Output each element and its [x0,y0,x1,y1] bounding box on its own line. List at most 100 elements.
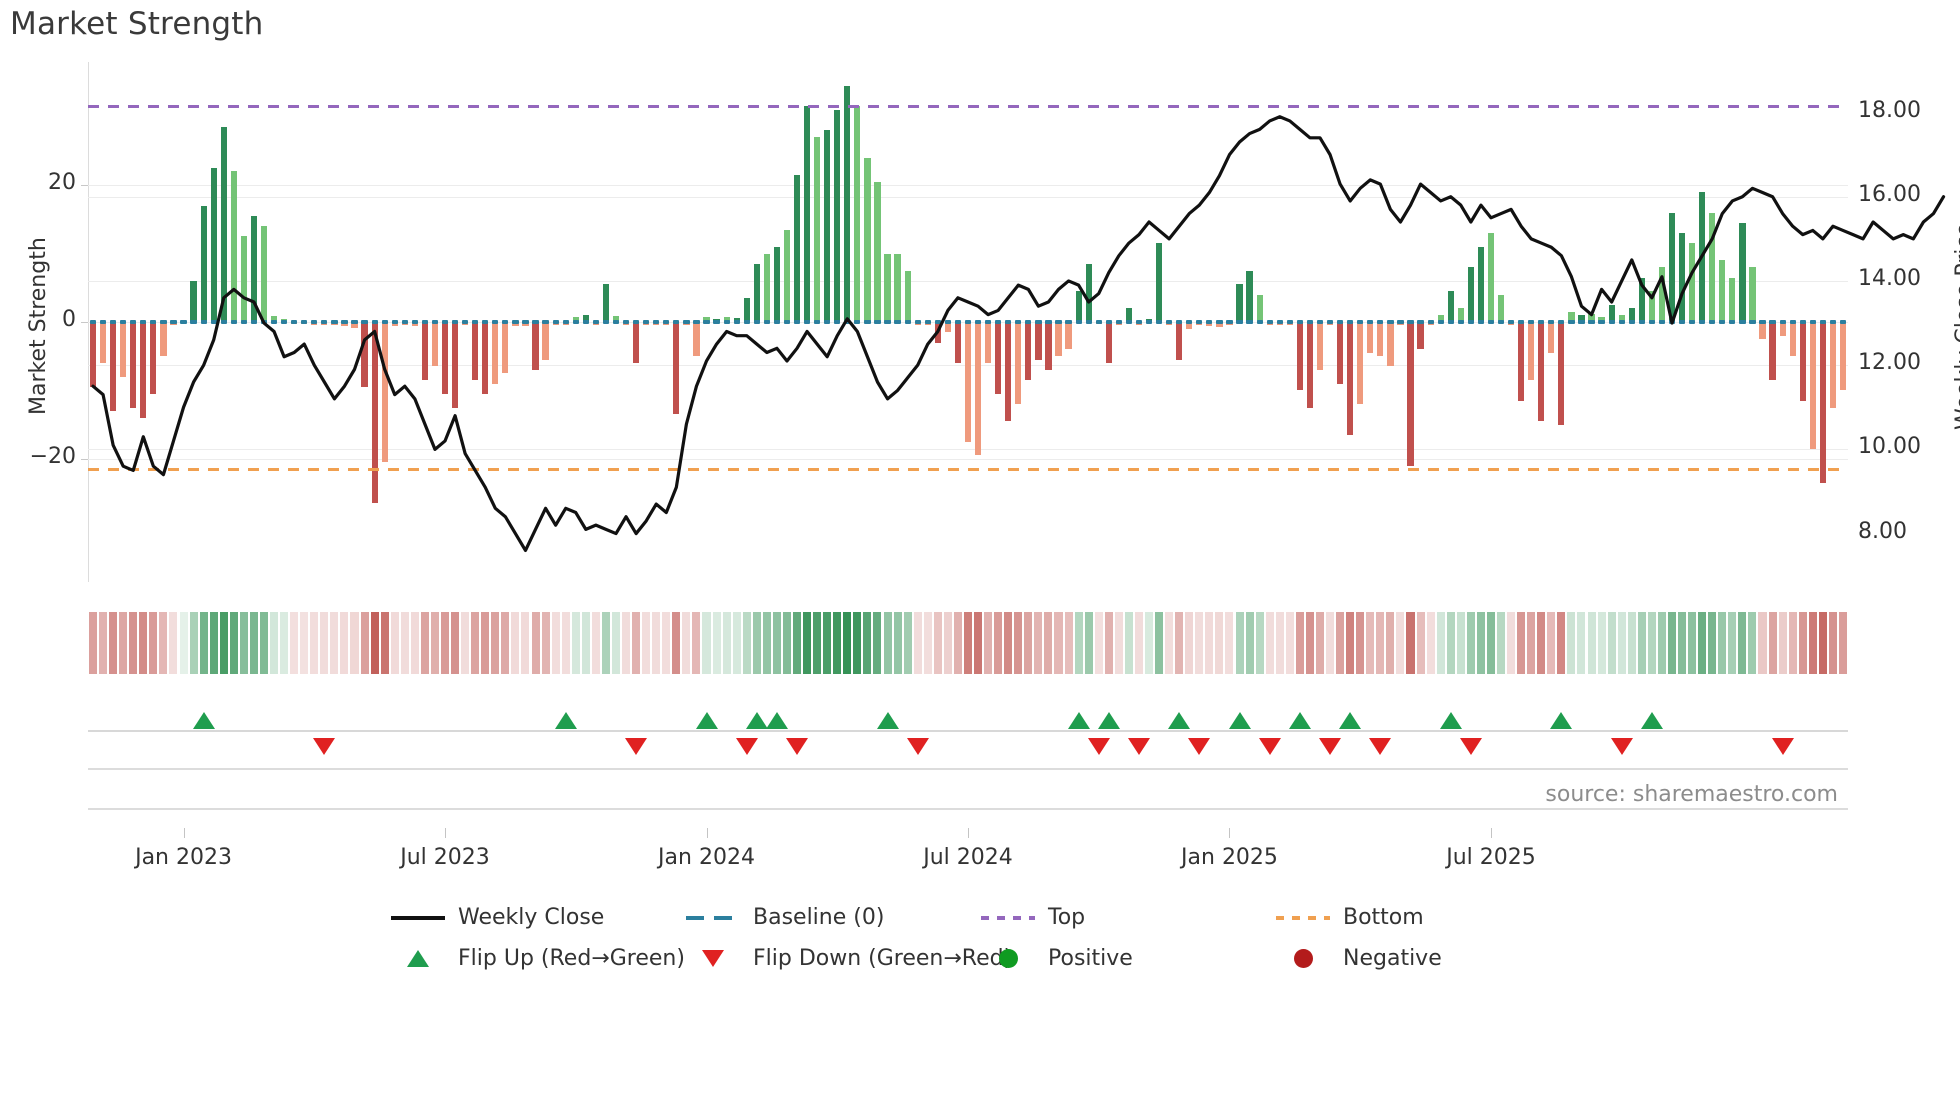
flip-up-marker [745,712,768,729]
baseline-dash [1839,320,1847,324]
strength-bar [1598,316,1605,322]
strength-bar [1678,233,1686,322]
baseline-dash [1336,320,1344,324]
heatmap-cell [1235,612,1244,674]
strength-bar [1155,243,1163,322]
strength-bar [1045,322,1052,370]
strength-bar [441,322,449,394]
baseline-dash [1266,320,1273,324]
strength-bar [99,322,107,364]
heatmap-cell [702,612,711,674]
flip-down-marker [1188,738,1211,755]
heatmap-cell [1004,612,1013,674]
strength-bar [1538,322,1545,422]
strength-bar [582,315,589,322]
strength-bar [1829,322,1837,408]
heatmap-cell [521,612,530,674]
strength-bar [572,317,579,322]
baseline-dash [371,320,378,324]
legend-row-2: Flip Up (Red→Green) Flip Down (Green→Red)… [0,946,1960,971]
strength-bar [482,322,489,394]
legend-item[interactable]: Negative [1275,946,1570,971]
heatmap-cell [813,612,822,674]
strength-bar [1316,322,1324,370]
heatmap-cell [531,612,540,674]
baseline-dash [441,320,449,324]
baseline-dash [542,320,549,324]
heatmap-cell [692,612,701,674]
baseline-dash [602,320,610,324]
weekly-close-line [91,115,1946,553]
strength-bar [964,322,972,442]
baseline-dash [492,320,499,324]
baseline-dash [1548,320,1555,324]
legend-item[interactable]: Top [980,905,1275,930]
baseline-dash [381,320,388,324]
baseline-dash [230,320,237,324]
baseline-dash [1206,320,1213,324]
strength-bar [1377,322,1384,357]
baseline-dash [1497,320,1505,324]
baseline-dash [924,320,931,324]
heatmap-cell [873,612,882,674]
heatmap-cell [441,612,450,674]
heatmap-cell [1617,612,1626,674]
legend-item[interactable]: Baseline (0) [685,905,980,930]
heatmap-cell [1315,612,1324,674]
legend-item[interactable]: Positive [980,946,1275,971]
source-note: source: sharemaestro.com [1545,782,1838,807]
legend-item[interactable]: Bottom [1275,905,1570,930]
strength-bar [431,322,439,367]
heatmap-cell [1215,612,1224,674]
heatmap-cell [360,612,369,674]
strength-bar [1588,313,1595,322]
heatmap-cell [1577,612,1586,674]
gridline-right [88,196,1848,198]
baseline-dash [482,320,489,324]
baseline-dash [1528,320,1535,324]
heatmap-cell [642,612,651,674]
legend-item-label: Negative [1343,946,1442,971]
strength-bar [1005,322,1012,422]
baseline-dash [944,320,951,324]
flip-up-marker [1097,712,1120,729]
flip-down-marker [1610,738,1633,755]
heatmap-cell [219,612,228,674]
legend-item[interactable]: Flip Up (Red→Green) [390,946,685,971]
legend-item[interactable]: Flip Down (Green→Red) [685,946,1012,971]
strength-bar [904,270,911,322]
strength-bar [763,253,770,322]
baseline-dash [1578,320,1585,324]
heatmap-cell [1285,612,1294,674]
x-axis-tickmark [183,828,185,838]
heatmap-cell [1024,612,1033,674]
heatmap-cell [843,612,852,674]
baseline-dash [361,320,368,324]
flip-up-marker [192,712,215,729]
heatmap-cell [1124,612,1133,674]
right-axis-tick: 18.00 [1858,97,1921,123]
heatmap-cell [119,612,128,674]
heatmap-cell [420,612,429,674]
strength-bar [1819,322,1826,483]
baseline-dash [723,320,730,324]
baseline-dash [1507,320,1515,324]
baseline-dash [1427,320,1434,324]
flip-up-marker [876,712,899,729]
legend-item[interactable]: Weekly Close [390,905,685,930]
heatmap-cell [682,612,691,674]
heatmap-cell [984,612,993,674]
heatmap-cell [622,612,631,674]
heatmap-cell [280,612,289,674]
strength-bar [381,322,388,463]
strength-bar [793,174,801,322]
heatmap-cell [1185,612,1194,674]
baseline-dash [140,320,147,324]
strength-bar [1447,291,1454,322]
strength-bar [703,317,710,322]
baseline-dash [250,320,258,324]
flip-up-marker [1288,712,1311,729]
strength-bar [995,322,1002,394]
baseline-dash [1407,320,1414,324]
baseline-dash [753,320,760,324]
